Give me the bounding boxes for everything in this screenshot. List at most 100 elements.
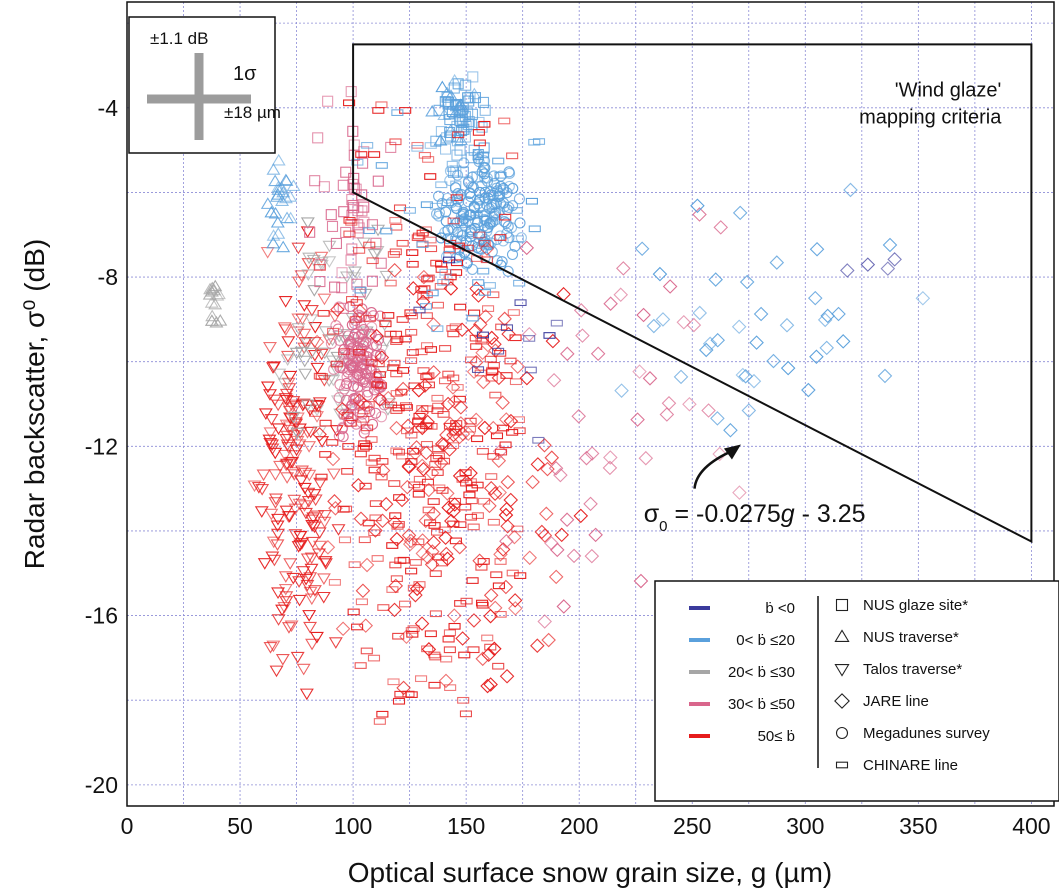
point-triangle-down	[318, 558, 333, 570]
point-triangle-down	[316, 591, 331, 604]
plot-frame	[126, 1, 1055, 807]
point-rect	[405, 328, 418, 336]
point-diamond	[701, 403, 716, 418]
point-triangle-down	[301, 487, 316, 500]
point-triangle-down	[263, 642, 278, 654]
point-diamond	[834, 693, 850, 709]
point-rect	[357, 415, 370, 423]
point-triangle-down	[262, 434, 277, 447]
point-square	[318, 181, 330, 193]
point-rect	[376, 710, 389, 718]
point-triangle-down	[258, 408, 273, 421]
point-triangle-down	[305, 519, 320, 532]
point-diamond	[491, 453, 507, 468]
x-tick-label: 400	[1012, 813, 1050, 839]
point-rect	[389, 512, 402, 520]
point-rect	[384, 279, 397, 287]
point-square	[340, 166, 352, 178]
point-triangle-down	[290, 651, 305, 664]
point-diamond	[548, 569, 564, 585]
point-rect	[358, 536, 371, 544]
point-triangle-down	[264, 508, 279, 521]
point-rect	[386, 586, 399, 593]
legend-box	[654, 580, 1059, 802]
point-rect	[327, 327, 340, 335]
point-rect	[405, 567, 418, 575]
point-triangle-up	[283, 190, 298, 202]
point-triangle-up	[204, 296, 219, 308]
point-rect	[477, 267, 490, 275]
point-rect	[492, 157, 505, 165]
point-circle	[439, 226, 451, 238]
point-rect	[446, 325, 459, 332]
point-circle	[342, 330, 354, 342]
point-circle	[337, 421, 349, 433]
point-triangle-down	[303, 572, 318, 584]
point-rect	[424, 142, 437, 149]
point-rect	[387, 678, 400, 686]
point-rect	[407, 447, 420, 455]
point-diamond	[545, 333, 561, 349]
point-diamond	[662, 279, 678, 294]
point-rect	[428, 651, 441, 659]
point-square	[345, 254, 357, 266]
point-diamond	[673, 369, 689, 385]
point-rect	[439, 345, 452, 352]
point-circle	[492, 185, 504, 197]
point-circle	[486, 199, 498, 211]
point-triangle-down	[280, 472, 295, 484]
point-triangle-down	[254, 506, 269, 518]
point-diamond	[710, 332, 725, 348]
point-circle	[358, 427, 370, 439]
equation-coefficient: = -0.0275	[668, 500, 781, 528]
point-rect	[406, 349, 419, 356]
legend-source-label: NUS glaze site*	[863, 597, 968, 614]
point-rect	[511, 525, 524, 533]
point-diamond	[498, 507, 514, 523]
point-rect	[424, 630, 437, 638]
point-rect	[346, 295, 359, 303]
point-triangle-down	[296, 663, 311, 676]
point-rect	[492, 662, 505, 670]
point-diamond	[327, 494, 342, 509]
x-tick-label: 200	[560, 813, 598, 839]
point-rect	[392, 632, 405, 640]
point-triangle-down	[280, 430, 295, 443]
point-rect	[375, 473, 388, 481]
point-rect	[345, 218, 358, 226]
point-diamond	[440, 396, 456, 412]
point-triangle-down	[275, 604, 290, 617]
y-tick-label: -8	[98, 264, 118, 290]
point-rect	[506, 429, 519, 436]
point-diamond	[819, 340, 834, 356]
point-rect	[408, 382, 421, 390]
point-triangle-down	[347, 272, 362, 284]
point-circle	[367, 339, 379, 351]
point-square	[337, 179, 349, 191]
point-rect	[454, 600, 467, 607]
point-diamond	[544, 450, 560, 465]
point-triangle-down	[307, 585, 322, 597]
point-diamond	[468, 412, 484, 428]
point-triangle-down	[302, 441, 317, 453]
point-triangle-down	[269, 493, 283, 506]
point-triangle-down	[282, 421, 297, 433]
point-triangle-down	[317, 293, 332, 306]
point-square	[366, 275, 378, 287]
point-rect	[429, 570, 442, 578]
point-circle	[503, 167, 516, 179]
point-diamond	[698, 342, 714, 358]
point-square	[347, 202, 360, 214]
point-diamond	[554, 527, 569, 543]
wind-glaze-criteria: 'Wind glaze' mapping criteria	[352, 43, 1033, 544]
point-rect	[434, 282, 447, 290]
point-diamond	[603, 296, 618, 311]
point-rect	[477, 151, 490, 159]
point-rect	[313, 372, 326, 380]
point-diamond	[415, 420, 430, 436]
point-triangle-down	[282, 383, 297, 395]
point-rect	[406, 630, 419, 638]
point-diamond	[369, 328, 384, 344]
point-triangle-down	[370, 246, 385, 258]
